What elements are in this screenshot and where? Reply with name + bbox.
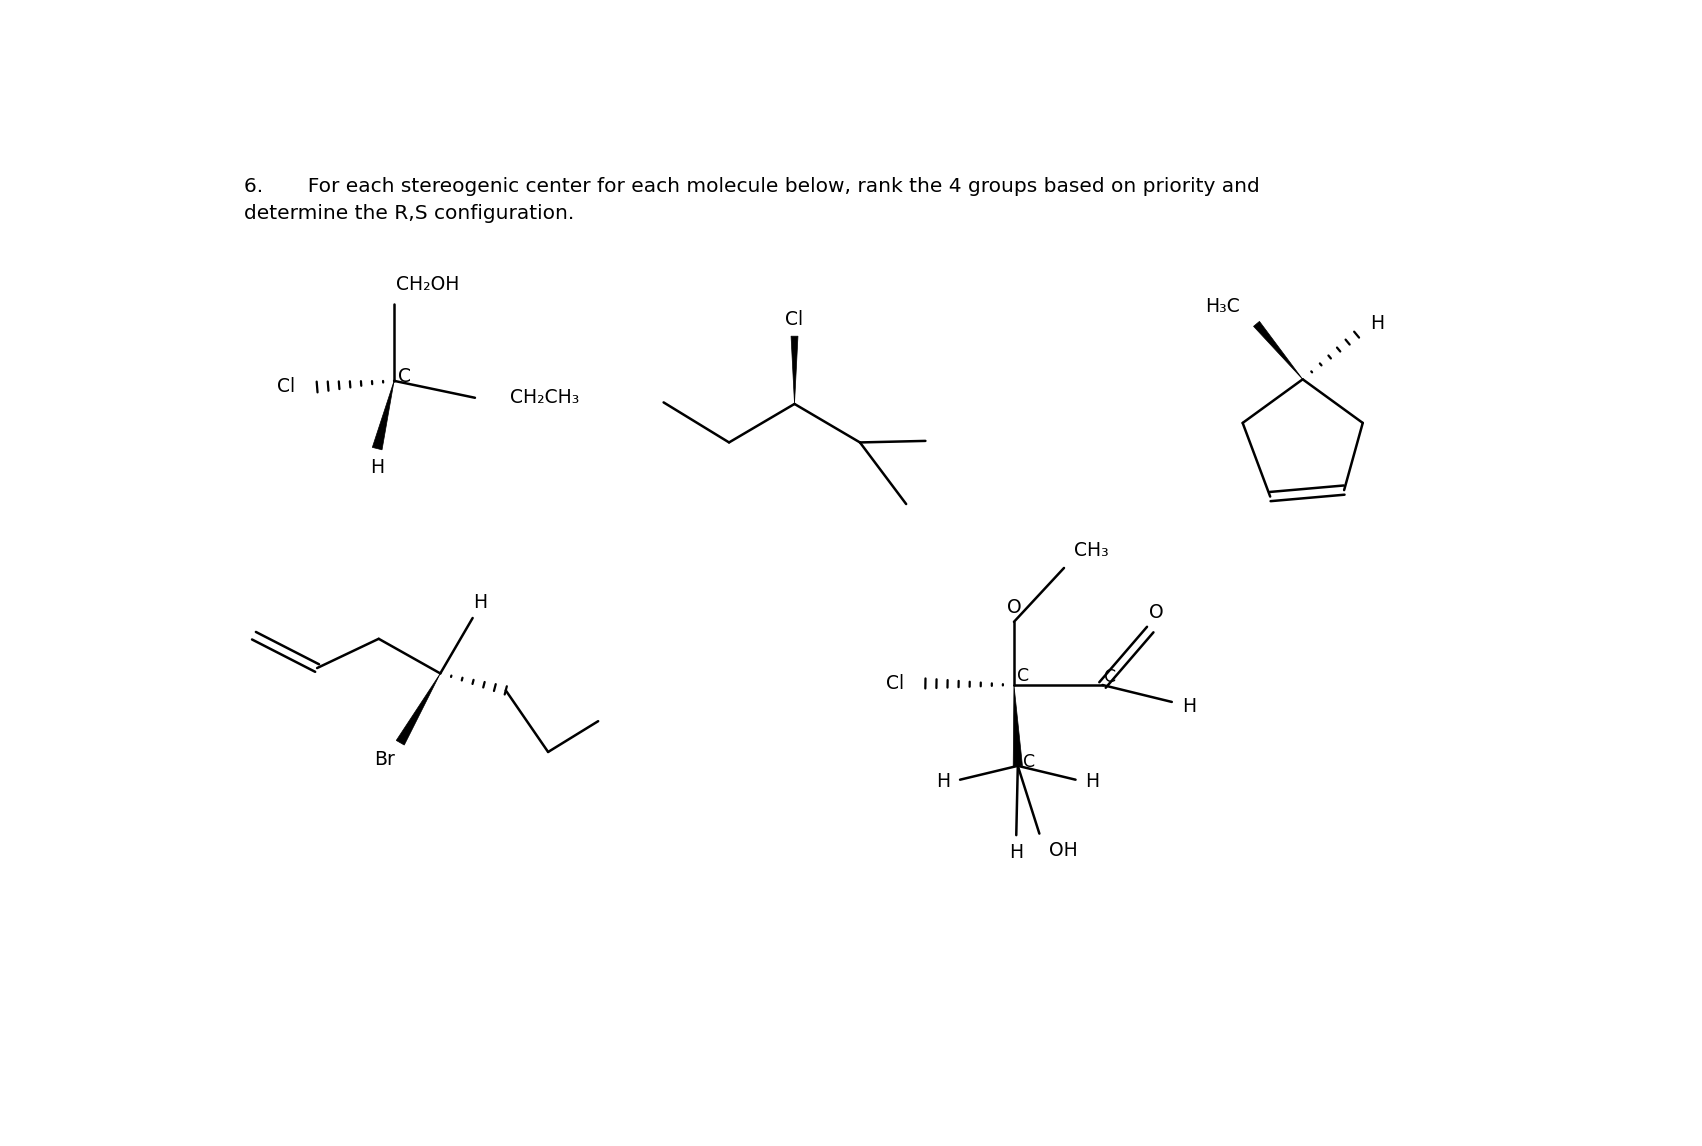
Polygon shape <box>1013 685 1023 766</box>
Text: Br: Br <box>374 751 395 769</box>
Text: C: C <box>1105 668 1117 686</box>
Text: H: H <box>369 457 385 477</box>
Text: H: H <box>1086 771 1099 791</box>
Text: Cl: Cl <box>887 674 905 693</box>
Text: C: C <box>1023 753 1035 771</box>
Text: C: C <box>398 368 412 386</box>
Polygon shape <box>397 674 441 745</box>
Text: CH₂OH: CH₂OH <box>395 275 460 295</box>
Text: O: O <box>1006 598 1021 618</box>
Text: H: H <box>473 594 487 612</box>
Text: O: O <box>1149 603 1164 622</box>
Text: H: H <box>1370 314 1385 333</box>
Text: H₃C: H₃C <box>1205 297 1239 315</box>
Text: H: H <box>1009 842 1023 862</box>
Polygon shape <box>373 380 395 450</box>
Text: C: C <box>1018 667 1030 685</box>
Text: CH₃: CH₃ <box>1074 541 1108 559</box>
Text: Cl: Cl <box>277 377 296 397</box>
Text: determine the R,S configuration.: determine the R,S configuration. <box>243 204 574 222</box>
Polygon shape <box>1254 321 1302 379</box>
Text: Cl: Cl <box>785 309 803 329</box>
Text: CH₂CH₃: CH₂CH₃ <box>509 388 579 407</box>
Text: H: H <box>1181 697 1197 716</box>
Text: OH: OH <box>1048 841 1077 860</box>
Text: 6.       For each stereogenic center for each molecule below, rank the 4 groups : 6. For each stereogenic center for each … <box>243 176 1259 196</box>
Text: H: H <box>936 771 950 791</box>
Polygon shape <box>791 336 798 403</box>
